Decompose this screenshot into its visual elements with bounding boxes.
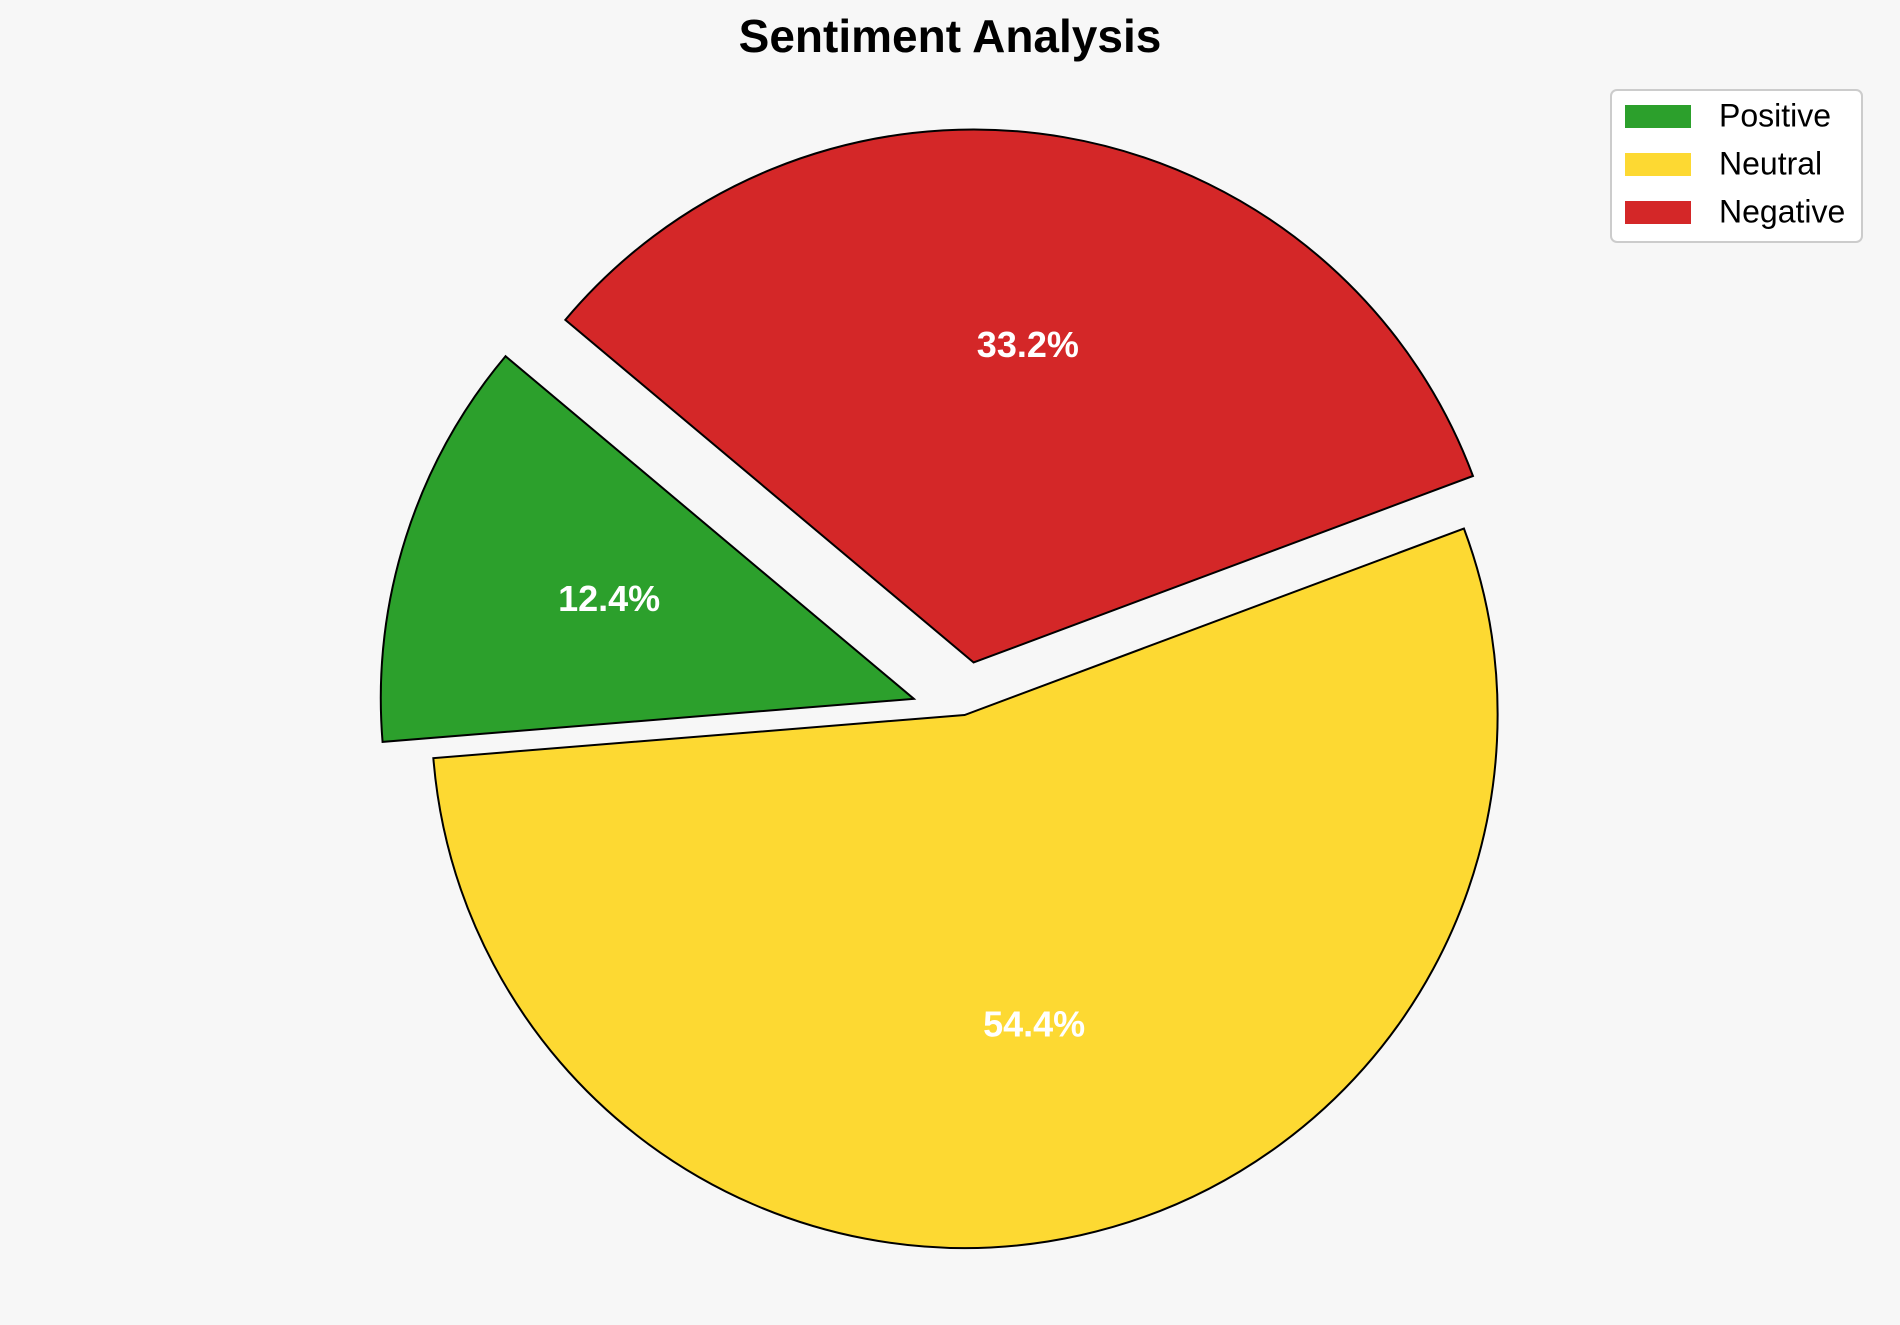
data-label: 12.4% [558,578,660,619]
pie: 12.4% 54.4% 33.2% [379,128,1499,1249]
pie-slice [379,354,917,744]
data-label: 33.2% [977,324,1079,365]
legend-swatch [1625,201,1691,224]
pie-slice [432,527,1499,1249]
legend-swatch [1625,153,1691,176]
data-label: 54.4% [983,1004,1085,1045]
pie-slice [563,128,1475,664]
chart-title: Sentiment Analysis [739,10,1162,62]
legend-label: Positive [1719,97,1831,133]
legend-swatch [1625,105,1691,128]
legend-label: Neutral [1719,145,1822,181]
legend: Positive Neutral Negative [1610,89,1863,243]
legend-label: Negative [1719,193,1845,229]
